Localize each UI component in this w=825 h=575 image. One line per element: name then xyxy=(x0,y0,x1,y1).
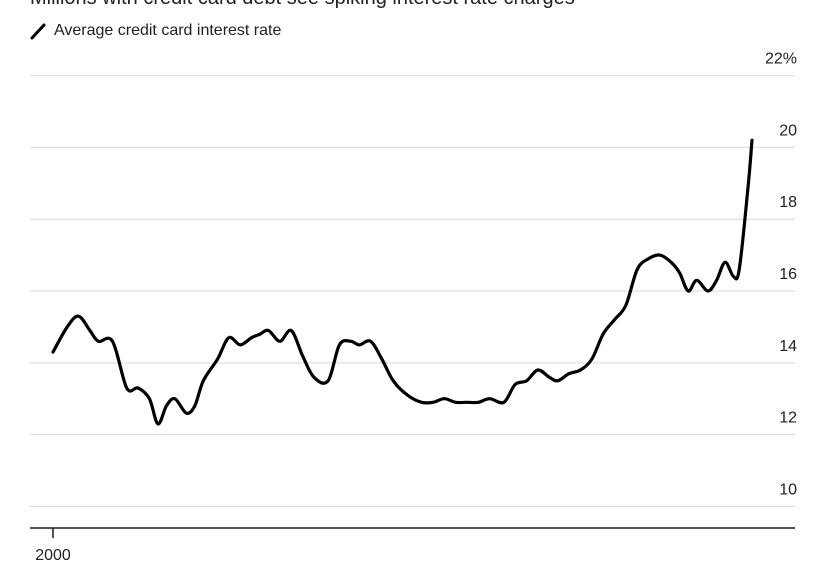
y-tick-label-18: 18 xyxy=(779,194,797,211)
y-tick-label-12: 12 xyxy=(779,410,797,427)
legend-label: Average credit card interest rate xyxy=(54,22,282,39)
legend-line-icon xyxy=(30,23,46,40)
y-tick-label-16: 16 xyxy=(779,266,797,283)
y-tick-label-22: 22% xyxy=(765,51,797,68)
series-layer xyxy=(51,138,754,426)
x-axis: 2000 xyxy=(30,527,795,564)
y-tick-label-14: 14 xyxy=(779,338,797,355)
y-axis-tick-labels: 22% 20 18 16 14 12 10 xyxy=(765,51,797,499)
grid-lines xyxy=(30,75,795,507)
x-tick-label-2000: 2000 xyxy=(35,547,71,564)
y-tick-label-20: 20 xyxy=(779,122,797,139)
y-tick-label-10: 10 xyxy=(779,481,797,498)
chart-legend: Average credit card interest rate xyxy=(30,22,281,40)
chart-title: Millions with credit card debt see spiki… xyxy=(30,0,575,10)
series-line-0 xyxy=(51,138,754,426)
